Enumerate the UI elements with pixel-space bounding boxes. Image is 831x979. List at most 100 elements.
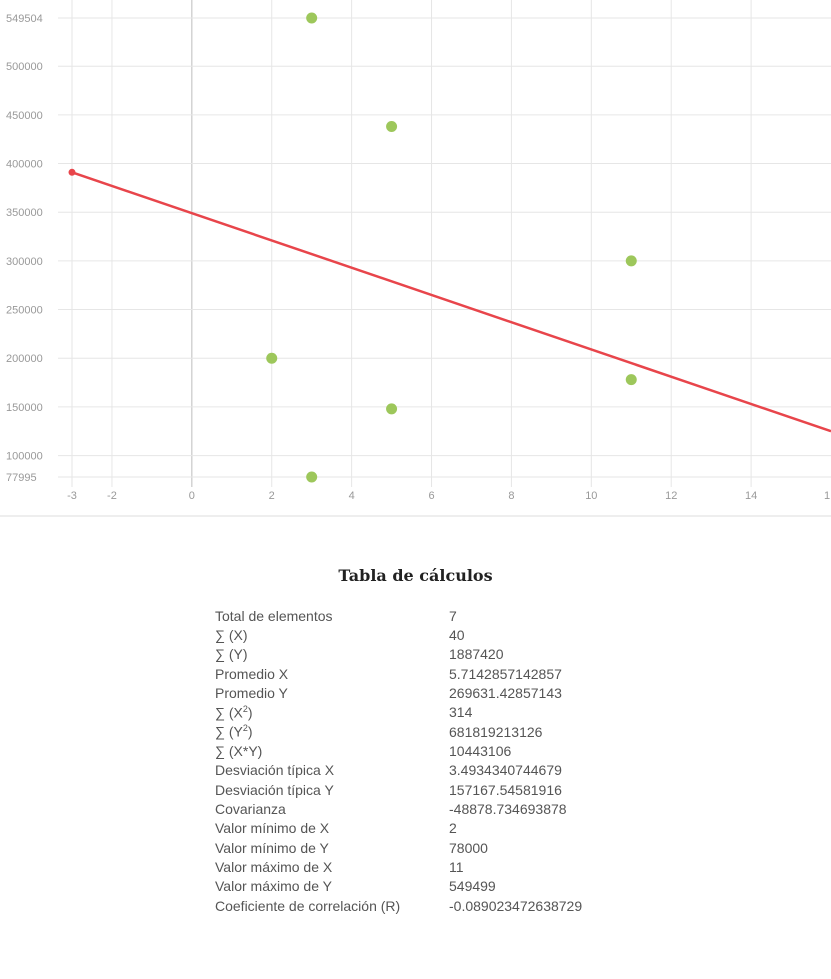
table-row: ∑ (Y) 1887420 (215, 645, 584, 664)
row-label-text: Promedio X (215, 665, 289, 682)
row-value: 269631.42857143 (449, 685, 562, 702)
data-point (625, 255, 637, 267)
x-tick-label: 0 (189, 490, 195, 502)
row-value: 549499 (449, 878, 496, 895)
row-value: 11 (449, 859, 464, 876)
data-point (306, 12, 318, 24)
y-tick-label: 400000 (6, 159, 43, 171)
data-points (266, 12, 637, 483)
y-tick-label: 300000 (6, 256, 43, 268)
row-label-text: Valor máximo de X (215, 859, 333, 876)
y-tick-label: 500000 (6, 61, 43, 73)
x-tick-label: 2 (269, 490, 275, 502)
scatter-chart: -3 -2 0 2 4 6 8 10 12 14 1 77995 100000 150000 200000… (0, 0, 831, 517)
row-value: 10443106 (449, 743, 512, 760)
row-label-text: Valor máximo de Y (215, 878, 332, 895)
table-row: ∑ (X2) 314 (215, 703, 584, 722)
y-axis-tick-labels: 77995 100000 150000 200000 250000 300000 35000… (6, 13, 43, 484)
table-row: Valor máximo de X 11 (215, 857, 584, 876)
row-label-text: Valor mínimo de Y (215, 839, 329, 856)
row-label: ∑ (X) (215, 625, 449, 644)
y-tick-label: 100000 (6, 451, 43, 463)
row-label-text: Covarianza (215, 801, 286, 818)
row-value: 40 (449, 627, 465, 644)
row-value: 3.4934340744679 (449, 762, 562, 779)
regression-line-endpoint (68, 168, 76, 176)
regression-line-segment (71, 171, 831, 433)
row-label: Total de elementos (215, 606, 449, 625)
table-row: Promedio X 5.7142857142857 (215, 664, 584, 683)
x-tick-label: 12 (665, 490, 677, 502)
row-label: Valor máximo de Y (215, 877, 449, 896)
row-label-text: ∑ (Y) (215, 646, 248, 663)
row-label: Coeficiente de correlación (R) (215, 896, 449, 915)
row-label: Valor mínimo de X (215, 819, 449, 838)
calc-table: Total de elementos 7 ∑ (X) 40 ∑ (Y) 1887420 Pr… (215, 606, 584, 916)
row-label-text: Desviación típica X (215, 762, 335, 779)
row-label: Covarianza (215, 799, 449, 818)
row-label: Valor máximo de X (215, 857, 449, 876)
row-value: -0.089023472638729 (449, 897, 583, 914)
regression-line (68, 168, 831, 433)
x-tick-label: 8 (508, 490, 514, 502)
row-value: 1887420 (449, 646, 504, 663)
row-label-text: ∑ (X) (215, 627, 248, 644)
row-value: 78000 (449, 839, 488, 856)
x-tick-label: -3 (67, 490, 77, 502)
x-tick-label: 14 (745, 490, 757, 502)
row-label-text: Total de elementos (215, 607, 333, 624)
y-tick-label: 350000 (6, 207, 43, 219)
table-row: Desviación típica Y 157167.54581916 (215, 780, 584, 799)
table-row: Valor máximo de Y 549499 (215, 877, 584, 896)
row-value: 7 (449, 607, 457, 624)
y-tick-label: 77995 (6, 472, 37, 484)
row-label: Desviación típica Y (215, 780, 449, 799)
y-tick-label: 200000 (6, 353, 43, 365)
x-tick-label: -2 (107, 490, 117, 502)
row-label-text: ∑ (Y (215, 724, 243, 741)
row-label: Promedio X (215, 664, 449, 683)
data-point (386, 403, 398, 415)
table-row: Valor mínimo de X 2 (215, 819, 584, 838)
x-axis-tick-labels: -3 -2 0 2 4 6 8 10 12 14 1 (67, 490, 830, 502)
row-label: ∑ (Y) (215, 645, 449, 664)
calc-table-title: Tabla de cálculos (338, 566, 493, 585)
row-label-text: Desviación típica Y (215, 781, 334, 798)
x-tick-label: 10 (585, 490, 597, 502)
row-label-superscript: 2 (242, 723, 248, 734)
grid-lines (58, 0, 831, 487)
table-row: ∑ (X*Y) 10443106 (215, 741, 584, 760)
row-label-end: ) (247, 724, 253, 741)
row-label-text: Valor mínimo de X (215, 820, 330, 837)
table-row: Desviación típica X 3.4934340744679 (215, 761, 584, 780)
y-tick-label: 150000 (6, 402, 43, 414)
row-label-text: ∑ (X (215, 704, 243, 721)
row-value: -48878.734693878 (449, 801, 567, 818)
row-label: ∑ (Y2) (215, 722, 449, 741)
row-label-end: ) (247, 704, 253, 721)
table-row: Promedio Y 269631.42857143 (215, 683, 584, 702)
table-row: Total de elementos 7 (215, 606, 584, 625)
data-point (306, 471, 318, 483)
table-row: Valor mínimo de Y 78000 (215, 838, 584, 857)
y-tick-label: 250000 (6, 305, 43, 317)
row-label: ∑ (X*Y) (215, 741, 449, 760)
table-row: Covarianza -48878.734693878 (215, 799, 584, 818)
x-tick-label: 6 (428, 490, 434, 502)
row-label-superscript: 2 (242, 704, 248, 715)
x-tick-label: 1 (824, 490, 830, 502)
row-label: Promedio Y (215, 683, 449, 702)
table-row: ∑ (Y2) 681819213126 (215, 722, 584, 741)
data-point (386, 121, 398, 133)
x-tick-label: 4 (349, 490, 355, 502)
row-label: Desviación típica X (215, 761, 449, 780)
row-label-text: Coeficiente de correlación (R) (215, 897, 401, 914)
data-point (625, 374, 637, 386)
row-value: 5.7142857142857 (449, 665, 562, 682)
row-value: 314 (449, 704, 473, 721)
row-label-text: ∑ (X*Y) (215, 743, 263, 760)
y-tick-label: 450000 (6, 110, 43, 122)
table-row: Coeficiente de correlación (R) -0.0890234… (215, 896, 584, 915)
row-label: Valor mínimo de Y (215, 838, 449, 857)
row-label-text: Promedio Y (215, 685, 288, 702)
